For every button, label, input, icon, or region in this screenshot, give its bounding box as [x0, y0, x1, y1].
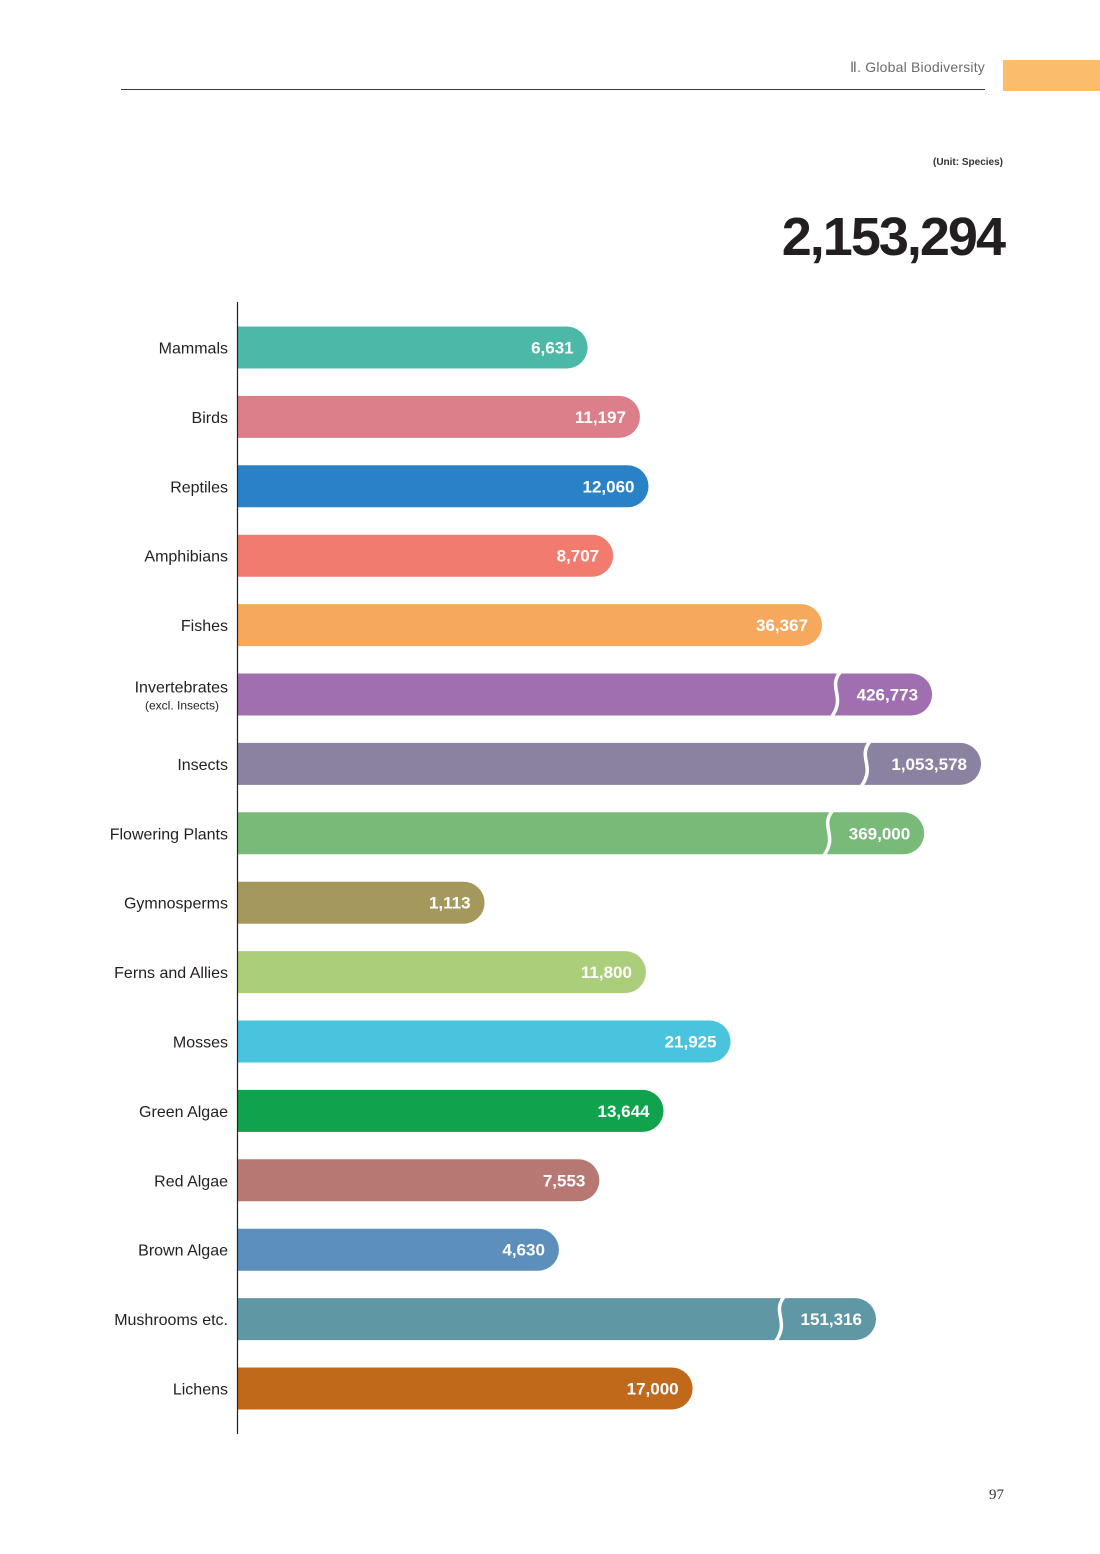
- bar-gymnosperms: [238, 881, 485, 924]
- bar-mushrooms-etc: [238, 1298, 876, 1341]
- header-rule: [121, 89, 985, 90]
- category-label-insects: Insects: [177, 757, 228, 774]
- unit-label: (Unit: Species): [932, 157, 1003, 168]
- value-label-mammals: 6,631: [531, 339, 574, 358]
- species-bar-chart: 6,631 Mammals 11,197 Birds 12,060 Reptiles 8,7…: [110, 302, 981, 1434]
- bar-mammals: [238, 326, 588, 369]
- bar-red-algae: [238, 1159, 600, 1202]
- value-label-brown-algae: 4,630: [502, 1241, 545, 1260]
- value-label-birds: 11,197: [575, 408, 626, 427]
- value-label-flowering-plants: 369,000: [849, 824, 910, 843]
- value-label-red-algae: 7,553: [543, 1171, 586, 1190]
- category-label-invertebrates: Invertebrates: [135, 680, 228, 697]
- category-label-flowering-plants: Flowering Plants: [110, 826, 228, 843]
- bar-row-fishes: 36,367 Fishes: [181, 604, 822, 647]
- bar-lichens: [238, 1367, 693, 1410]
- category-label-green-algae: Green Algae: [139, 1104, 228, 1121]
- category-label-amphibians: Amphibians: [144, 549, 228, 566]
- bar-row-mosses: 21,925 Mosses: [173, 1020, 731, 1063]
- bars-layer: 6,631 Mammals 11,197 Birds 12,060 Reptiles 8,7…: [110, 326, 981, 1410]
- bar-row-mushrooms-etc: 151,316 Mushrooms etc.: [114, 1296, 876, 1343]
- category-label-ferns-and-allies: Ferns and Allies: [114, 965, 228, 982]
- bar-row-mammals: 6,631 Mammals: [159, 326, 588, 369]
- bar-reptiles: [238, 465, 649, 508]
- category-label-gymnosperms: Gymnosperms: [124, 896, 228, 913]
- value-label-fishes: 36,367: [756, 616, 808, 635]
- category-label-reptiles: Reptiles: [170, 479, 228, 496]
- value-label-invertebrates: 426,773: [857, 686, 918, 705]
- bar-row-gymnosperms: 1,113 Gymnosperms: [124, 881, 485, 924]
- bar-birds: [238, 395, 640, 438]
- bar-fishes: [238, 604, 822, 647]
- bar-row-flowering-plants: 369,000 Flowering Plants: [110, 810, 925, 857]
- bar-insects: [238, 742, 981, 785]
- bar-flowering-plants: [238, 812, 925, 855]
- value-label-reptiles: 12,060: [583, 477, 635, 496]
- section-tab: [1003, 60, 1100, 91]
- bar-mosses: [238, 1020, 731, 1063]
- value-label-green-algae: 13,644: [598, 1102, 651, 1121]
- value-label-amphibians: 8,707: [557, 547, 600, 566]
- axis-break-mark: [860, 740, 872, 787]
- axis-break-mark: [774, 1296, 786, 1343]
- bar-row-ferns-and-allies: 11,800 Ferns and Allies: [114, 951, 646, 994]
- page-number: 97: [989, 1487, 1004, 1503]
- bar-brown-algae: [238, 1228, 559, 1271]
- bar-green-algae: [238, 1089, 664, 1132]
- bar-row-lichens: 17,000 Lichens: [173, 1367, 693, 1410]
- category-label-lichens: Lichens: [173, 1382, 228, 1399]
- value-label-insects: 1,053,578: [891, 755, 967, 774]
- value-label-mushrooms-etc: 151,316: [801, 1310, 862, 1329]
- category-label-brown-algae: Brown Algae: [138, 1243, 228, 1260]
- category-label-red-algae: Red Algae: [154, 1173, 228, 1190]
- value-label-gymnosperms: 1,113: [429, 894, 471, 913]
- section-title: Ⅱ. Global Biodiversity: [849, 59, 985, 75]
- category-label-fishes: Fishes: [181, 618, 228, 635]
- category-label-mammals: Mammals: [159, 341, 228, 358]
- category-label-mushrooms-etc: Mushrooms etc.: [114, 1312, 228, 1329]
- bar-row-brown-algae: 4,630 Brown Algae: [138, 1228, 559, 1271]
- total-species-count: 2,153,294: [781, 207, 1006, 267]
- value-label-mosses: 21,925: [665, 1033, 717, 1052]
- category-label-mosses: Mosses: [173, 1035, 228, 1052]
- bar-ferns-and-allies: [238, 951, 646, 994]
- category-label-birds: Birds: [192, 410, 228, 427]
- value-label-ferns-and-allies: 11,800: [581, 963, 632, 982]
- bar-row-green-algae: 13,644 Green Algae: [139, 1089, 664, 1132]
- category-sublabel-invertebrates: (excl. Insects): [145, 699, 219, 713]
- bar-row-red-algae: 7,553 Red Algae: [154, 1159, 600, 1202]
- axis-break-mark: [830, 671, 842, 718]
- bar-row-birds: 11,197 Birds: [192, 395, 640, 438]
- bar-row-amphibians: 8,707 Amphibians: [144, 534, 614, 577]
- bar-row-reptiles: 12,060 Reptiles: [170, 465, 649, 508]
- bar-amphibians: [238, 534, 614, 577]
- bar-row-invertebrates: 426,773 Invertebrates (excl. Insects): [135, 671, 933, 718]
- bar-invertebrates: [238, 673, 933, 716]
- bar-row-insects: 1,053,578 Insects: [177, 740, 981, 787]
- value-label-lichens: 17,000: [627, 1380, 679, 1399]
- axis-break-mark: [822, 810, 834, 857]
